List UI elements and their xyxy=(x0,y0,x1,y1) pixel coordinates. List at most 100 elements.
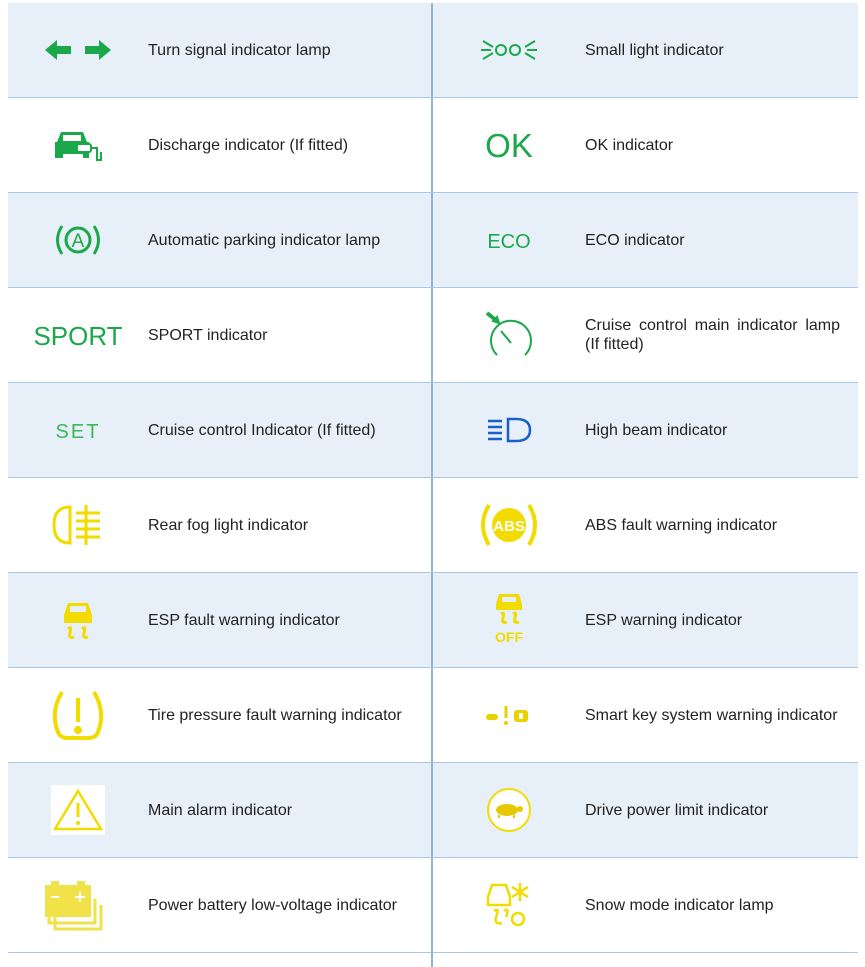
set-icon: SET xyxy=(56,421,101,443)
icon xyxy=(8,38,148,62)
small-light-icon xyxy=(481,40,537,60)
row: A Automatic parking indicator lamp ECO E… xyxy=(8,193,858,288)
label: ECO indicator xyxy=(585,231,685,249)
label: Turn signal indicator lamp xyxy=(148,41,331,59)
power-limit-icon xyxy=(487,788,531,832)
cell: ECO ECO indicator xyxy=(433,193,858,287)
eco-icon: ECO xyxy=(487,231,530,253)
icon: ECO xyxy=(433,225,585,255)
icon: ABS xyxy=(433,500,585,550)
label: Snow mode indicator lamp xyxy=(585,896,774,914)
row: SET Cruise control Indicator (If fitted)… xyxy=(8,383,858,478)
label: High beam indicator xyxy=(585,421,728,439)
icon-text: ECO xyxy=(487,231,530,253)
sport-icon: SPORT xyxy=(33,321,122,351)
cell: Smart key system warning indicator xyxy=(433,668,858,762)
indicator-table: Turn signal indicator lamp Small light i… xyxy=(8,3,858,953)
label: Power battery low-voltage indicator xyxy=(148,896,398,914)
cell: Small light indicator xyxy=(433,3,858,97)
cell: ESP fault warning indicator xyxy=(8,573,433,667)
esp-fault-icon xyxy=(64,603,92,639)
row: Discharge indicator (If fitted) OK OK in… xyxy=(8,98,858,193)
row: Tire pressure fault warning indicator Sm… xyxy=(8,668,858,763)
row: Power battery low-voltage indicator Snow… xyxy=(8,858,858,953)
auto-parking-icon: A xyxy=(56,225,100,255)
cell: Main alarm indicator xyxy=(8,763,433,857)
icon-text: A xyxy=(72,231,85,252)
label: ABS fault warning indicator xyxy=(585,516,778,534)
cell: ABS ABS fault warning indicator xyxy=(433,478,858,572)
label: Cruise control Indicator (If fitted) xyxy=(148,421,376,439)
label: Cruise control main indicator lamp (If f… xyxy=(585,317,840,353)
label: Smart key system warning indicator xyxy=(585,706,838,724)
icon xyxy=(8,599,148,641)
icon-text: SET xyxy=(56,421,101,443)
label: Rear fog light indicator xyxy=(148,516,309,534)
snow-mode-icon xyxy=(486,883,529,927)
label: SPORT indicator xyxy=(148,326,268,344)
cruise-main-icon xyxy=(485,311,532,356)
icon: A xyxy=(8,222,148,258)
row: Turn signal indicator lamp Small light i… xyxy=(8,3,858,98)
cell: OK OK indicator xyxy=(433,98,858,192)
icon: SPORT xyxy=(8,317,148,353)
icon-text: OK xyxy=(485,127,533,164)
icon-text: ABS xyxy=(493,518,525,535)
tire-pressure-icon xyxy=(52,690,104,740)
cell: A Automatic parking indicator lamp xyxy=(8,193,433,287)
label: ESP fault warning indicator xyxy=(148,611,340,629)
cell: Tire pressure fault warning indicator xyxy=(8,668,433,762)
row: SPORT SPORT indicator Cruise control mai… xyxy=(8,288,858,383)
cell: SET Cruise control Indicator (If fitted) xyxy=(8,383,433,477)
label: OK indicator xyxy=(585,136,674,154)
label: Small light indicator xyxy=(585,41,724,59)
icon xyxy=(8,877,148,933)
ok-icon: OK xyxy=(485,127,533,164)
label: Tire pressure fault warning indicator xyxy=(148,706,402,724)
battery-icon xyxy=(45,881,103,931)
abs-icon: ABS xyxy=(481,503,537,547)
icon xyxy=(8,503,148,547)
esp-off-icon: OFF xyxy=(495,594,523,645)
label: ESP warning indicator xyxy=(585,611,743,629)
cell: Rear fog light indicator xyxy=(8,478,433,572)
divider xyxy=(431,950,433,967)
high-beam-icon xyxy=(488,417,532,443)
icon-text: SPORT xyxy=(33,321,122,351)
icon-text: OFF xyxy=(495,629,523,645)
smart-key-icon xyxy=(486,706,528,725)
row: ESP fault warning indicator OFF ESP warn… xyxy=(8,573,858,668)
label: Main alarm indicator xyxy=(148,801,293,819)
cell: OFF ESP warning indicator xyxy=(433,573,858,667)
turn-signal-icon xyxy=(45,40,111,60)
cell: High beam indicator xyxy=(433,383,858,477)
label: Discharge indicator (If fitted) xyxy=(148,136,349,154)
icon xyxy=(433,785,585,835)
icon: OK xyxy=(433,125,585,165)
icon: OFF xyxy=(433,592,585,648)
cell: Drive power limit indicator xyxy=(433,763,858,857)
discharge-icon xyxy=(55,132,102,161)
icon: SET xyxy=(8,415,148,445)
main-alarm-icon xyxy=(51,785,105,835)
rear-fog-icon xyxy=(52,505,100,545)
row: Rear fog light indicator ABS ABS fault w… xyxy=(8,478,858,573)
row: Main alarm indicator Drive power limit i… xyxy=(8,763,858,858)
icon xyxy=(433,35,585,65)
cell: Cruise control main indicator lamp (If f… xyxy=(433,288,858,382)
icon xyxy=(433,879,585,931)
cell: Discharge indicator (If fitted) xyxy=(8,98,433,192)
icon xyxy=(433,702,585,728)
label: Automatic parking indicator lamp xyxy=(148,231,381,249)
icon xyxy=(8,785,148,835)
label: Drive power limit indicator xyxy=(585,801,769,819)
cell: Snow mode indicator lamp xyxy=(433,858,858,952)
cell: Turn signal indicator lamp xyxy=(8,3,433,97)
icon xyxy=(8,128,148,162)
cell: Power battery low-voltage indicator xyxy=(8,858,433,952)
icon xyxy=(433,307,585,363)
icon xyxy=(433,415,585,445)
icon xyxy=(8,688,148,742)
cell: SPORT SPORT indicator xyxy=(8,288,433,382)
